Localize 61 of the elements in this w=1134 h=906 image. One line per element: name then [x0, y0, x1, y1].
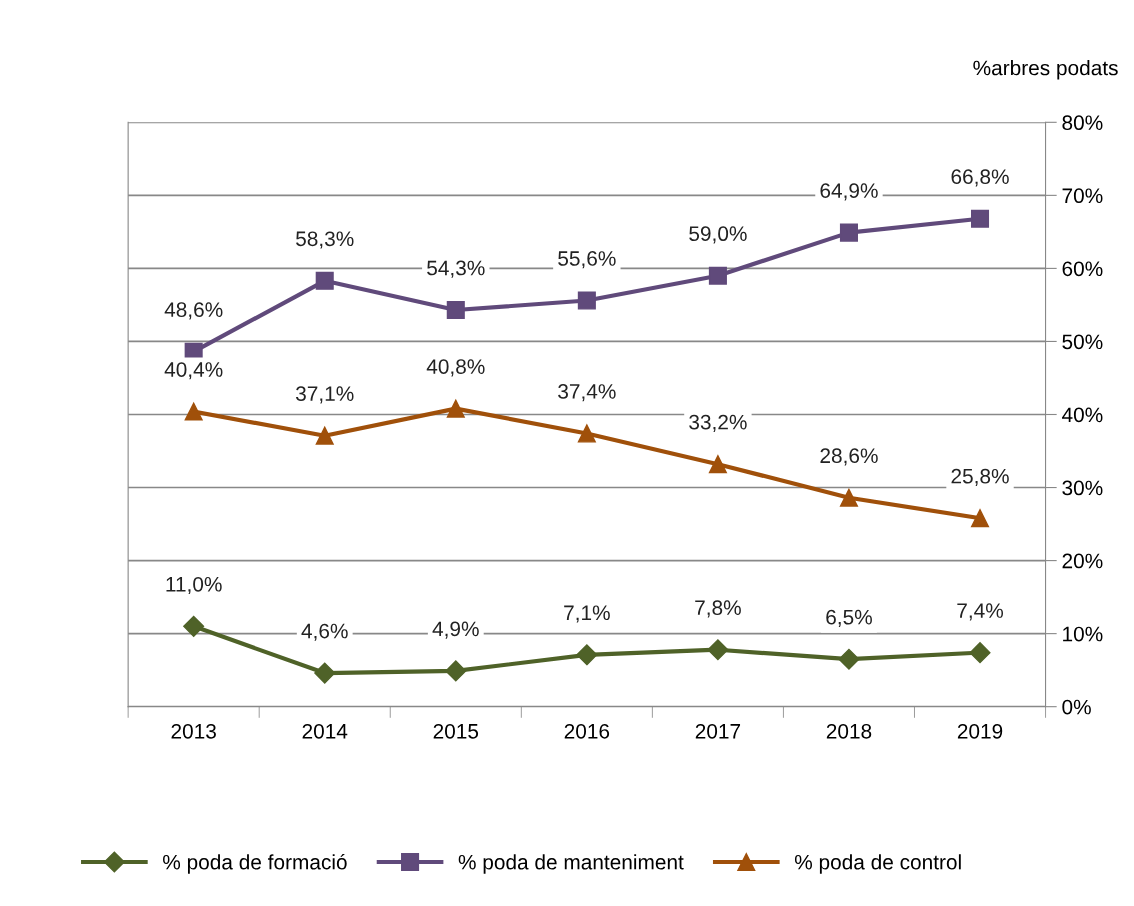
- point: [576, 644, 598, 666]
- data-label: 33,2%: [689, 414, 747, 432]
- point: [315, 426, 334, 445]
- x-tick-label: 2013: [171, 723, 216, 739]
- point: [708, 455, 727, 474]
- point: [839, 223, 858, 242]
- point: [969, 642, 991, 664]
- y-tick-label: 40%: [1062, 407, 1103, 423]
- y-tick-label: 70%: [1062, 188, 1103, 204]
- point: [707, 639, 729, 661]
- x-tick-label: 2018: [826, 723, 872, 739]
- point: [184, 402, 203, 421]
- y-tick-label: 0%: [1062, 699, 1091, 715]
- point: [315, 271, 334, 290]
- data-label: 11,0%: [166, 576, 222, 595]
- data-label: 37,4%: [558, 384, 616, 402]
- data-label: 40,8%: [426, 359, 485, 377]
- point: [446, 399, 465, 418]
- data-label: 55,6%: [558, 251, 616, 269]
- point: [970, 209, 990, 228]
- data-label: 25,8%: [951, 468, 1009, 487]
- point: [708, 266, 727, 285]
- y-tick-label: 50%: [1062, 334, 1103, 350]
- point: [445, 660, 467, 682]
- point: [183, 615, 205, 637]
- data-label: 4,6%: [301, 623, 348, 641]
- point: [314, 662, 336, 684]
- data-label: 58,3%: [296, 231, 354, 249]
- legend-label: % poda de formació: [163, 853, 347, 874]
- point: [577, 291, 596, 310]
- data-label: 4,9%: [432, 621, 479, 639]
- point: [577, 424, 596, 443]
- legend-label: % poda de control: [794, 854, 961, 874]
- y-tick-label: 80%: [1062, 115, 1103, 131]
- x-tick-label: 2016: [564, 723, 610, 739]
- point: [446, 301, 465, 320]
- point: [838, 648, 860, 670]
- point: [839, 488, 858, 507]
- data-label: 6,5%: [826, 609, 872, 627]
- y-tick-label: 20%: [1062, 553, 1103, 569]
- data-label: 7,8%: [695, 600, 741, 618]
- data-label: 37,1%: [295, 386, 354, 404]
- data-label: 64,9%: [820, 183, 878, 201]
- y-tick-label: 30%: [1062, 480, 1103, 496]
- x-tick-label: 2014: [302, 723, 348, 739]
- point: [970, 509, 990, 528]
- data-label: 7,4%: [957, 603, 1004, 621]
- data-label: 66,8%: [951, 169, 1009, 187]
- y-tick-label: 10%: [1063, 626, 1103, 642]
- data-label: 54,3%: [427, 260, 485, 278]
- y-tick-label: 60%: [1062, 261, 1103, 277]
- x-tick-label: 2017: [695, 723, 741, 739]
- data-label: 7,1%: [564, 605, 610, 623]
- data-label: 40,4%: [164, 362, 223, 380]
- data-label: 48,6%: [164, 302, 223, 320]
- data-label: 59,0%: [689, 226, 747, 244]
- x-tick-label: 2019: [957, 723, 1003, 739]
- x-tick-label: 2015: [433, 723, 479, 739]
- legend-label: % poda de manteniment: [458, 854, 684, 874]
- data-label: 28,6%: [820, 448, 878, 466]
- y-axis-title: %arbres podats: [973, 60, 1118, 80]
